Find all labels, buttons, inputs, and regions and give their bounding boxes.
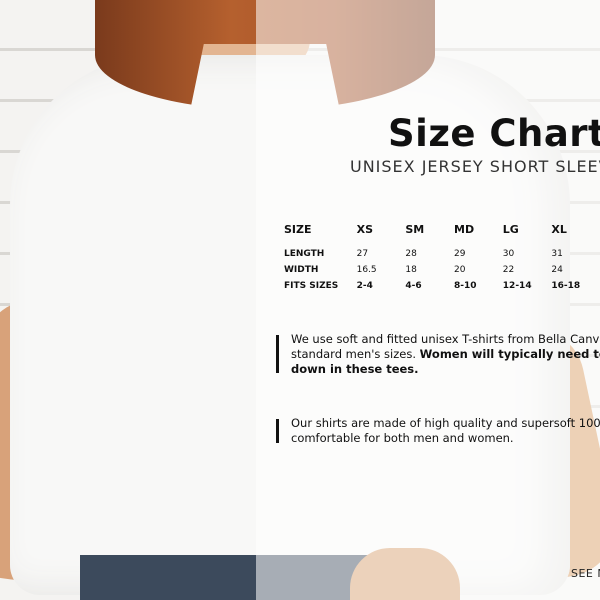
table-cell: 29	[454, 249, 466, 259]
header-cell: LG	[502, 222, 519, 236]
table-cell: 27	[356, 249, 369, 259]
note-text: standard men's sizes.	[291, 347, 420, 361]
see-more-text: SEE N	[571, 567, 600, 580]
size-table: SIZE XS SM MD LG XL LENGTH 27 28 29 30 3…	[284, 218, 600, 294]
table-cell: 22	[502, 265, 515, 275]
table-cell: 4-6	[405, 281, 422, 291]
white-overlay-panel	[256, 0, 600, 600]
note-line: standard men's sizes. Women will typical…	[291, 347, 600, 362]
table-cell: 12-14	[502, 281, 532, 291]
table-cell: 16-18	[551, 281, 581, 291]
header-cell: SM	[405, 222, 425, 236]
table-cell: 28	[405, 249, 417, 259]
table-header-row: SIZE XS SM MD LG XL	[284, 218, 600, 240]
note-line: down in these tees.	[291, 362, 600, 377]
header-cell: SIZE	[284, 222, 312, 236]
table-row: LENGTH 27 28 29 30 31	[284, 246, 600, 262]
table-cell: 30	[502, 249, 515, 259]
note-bold-text: Women will typically need to or	[419, 347, 600, 361]
header-cell: XS	[356, 222, 373, 236]
header-cell: XL	[551, 222, 567, 236]
table-cell: 24	[551, 265, 563, 275]
page-title: Size Chart	[388, 112, 600, 155]
row-label: LENGTH	[284, 249, 325, 259]
fit-note: We use soft and fitted unisex T-shirts f…	[276, 332, 600, 377]
row-label: FITS SIZES	[284, 281, 339, 291]
note-line: Our shirts are made of high quality and …	[291, 416, 600, 430]
note-line: We use soft and fitted unisex T-shirts f…	[291, 332, 600, 346]
header-cell: MD	[454, 222, 475, 236]
note-bold-text: down in these tees.	[291, 362, 419, 376]
table-cell: 2-4	[356, 281, 373, 291]
size-chart-panel: Size Chart UNISEX JERSEY SHORT SLEEVE T …	[256, 0, 600, 600]
quality-note: Our shirts are made of high quality and …	[276, 416, 600, 446]
table-row: FITS SIZES 2-4 4-6 8-10 12-14 16-18	[284, 278, 600, 294]
table-row: WIDTH 16.5 18 20 22 24	[284, 262, 600, 278]
table-cell: 18	[405, 265, 417, 275]
row-label: WIDTH	[284, 265, 319, 275]
page-subtitle: UNISEX JERSEY SHORT SLEEVE T	[350, 157, 600, 176]
note-accent-bar	[276, 335, 279, 373]
table-cell: 20	[454, 265, 466, 275]
table-cell: 16.5	[356, 265, 377, 275]
table-cell: 8-10	[454, 281, 477, 291]
note-accent-bar	[276, 419, 279, 443]
table-cell: 31	[551, 249, 563, 259]
note-line: comfortable for both men and women.	[291, 431, 514, 445]
